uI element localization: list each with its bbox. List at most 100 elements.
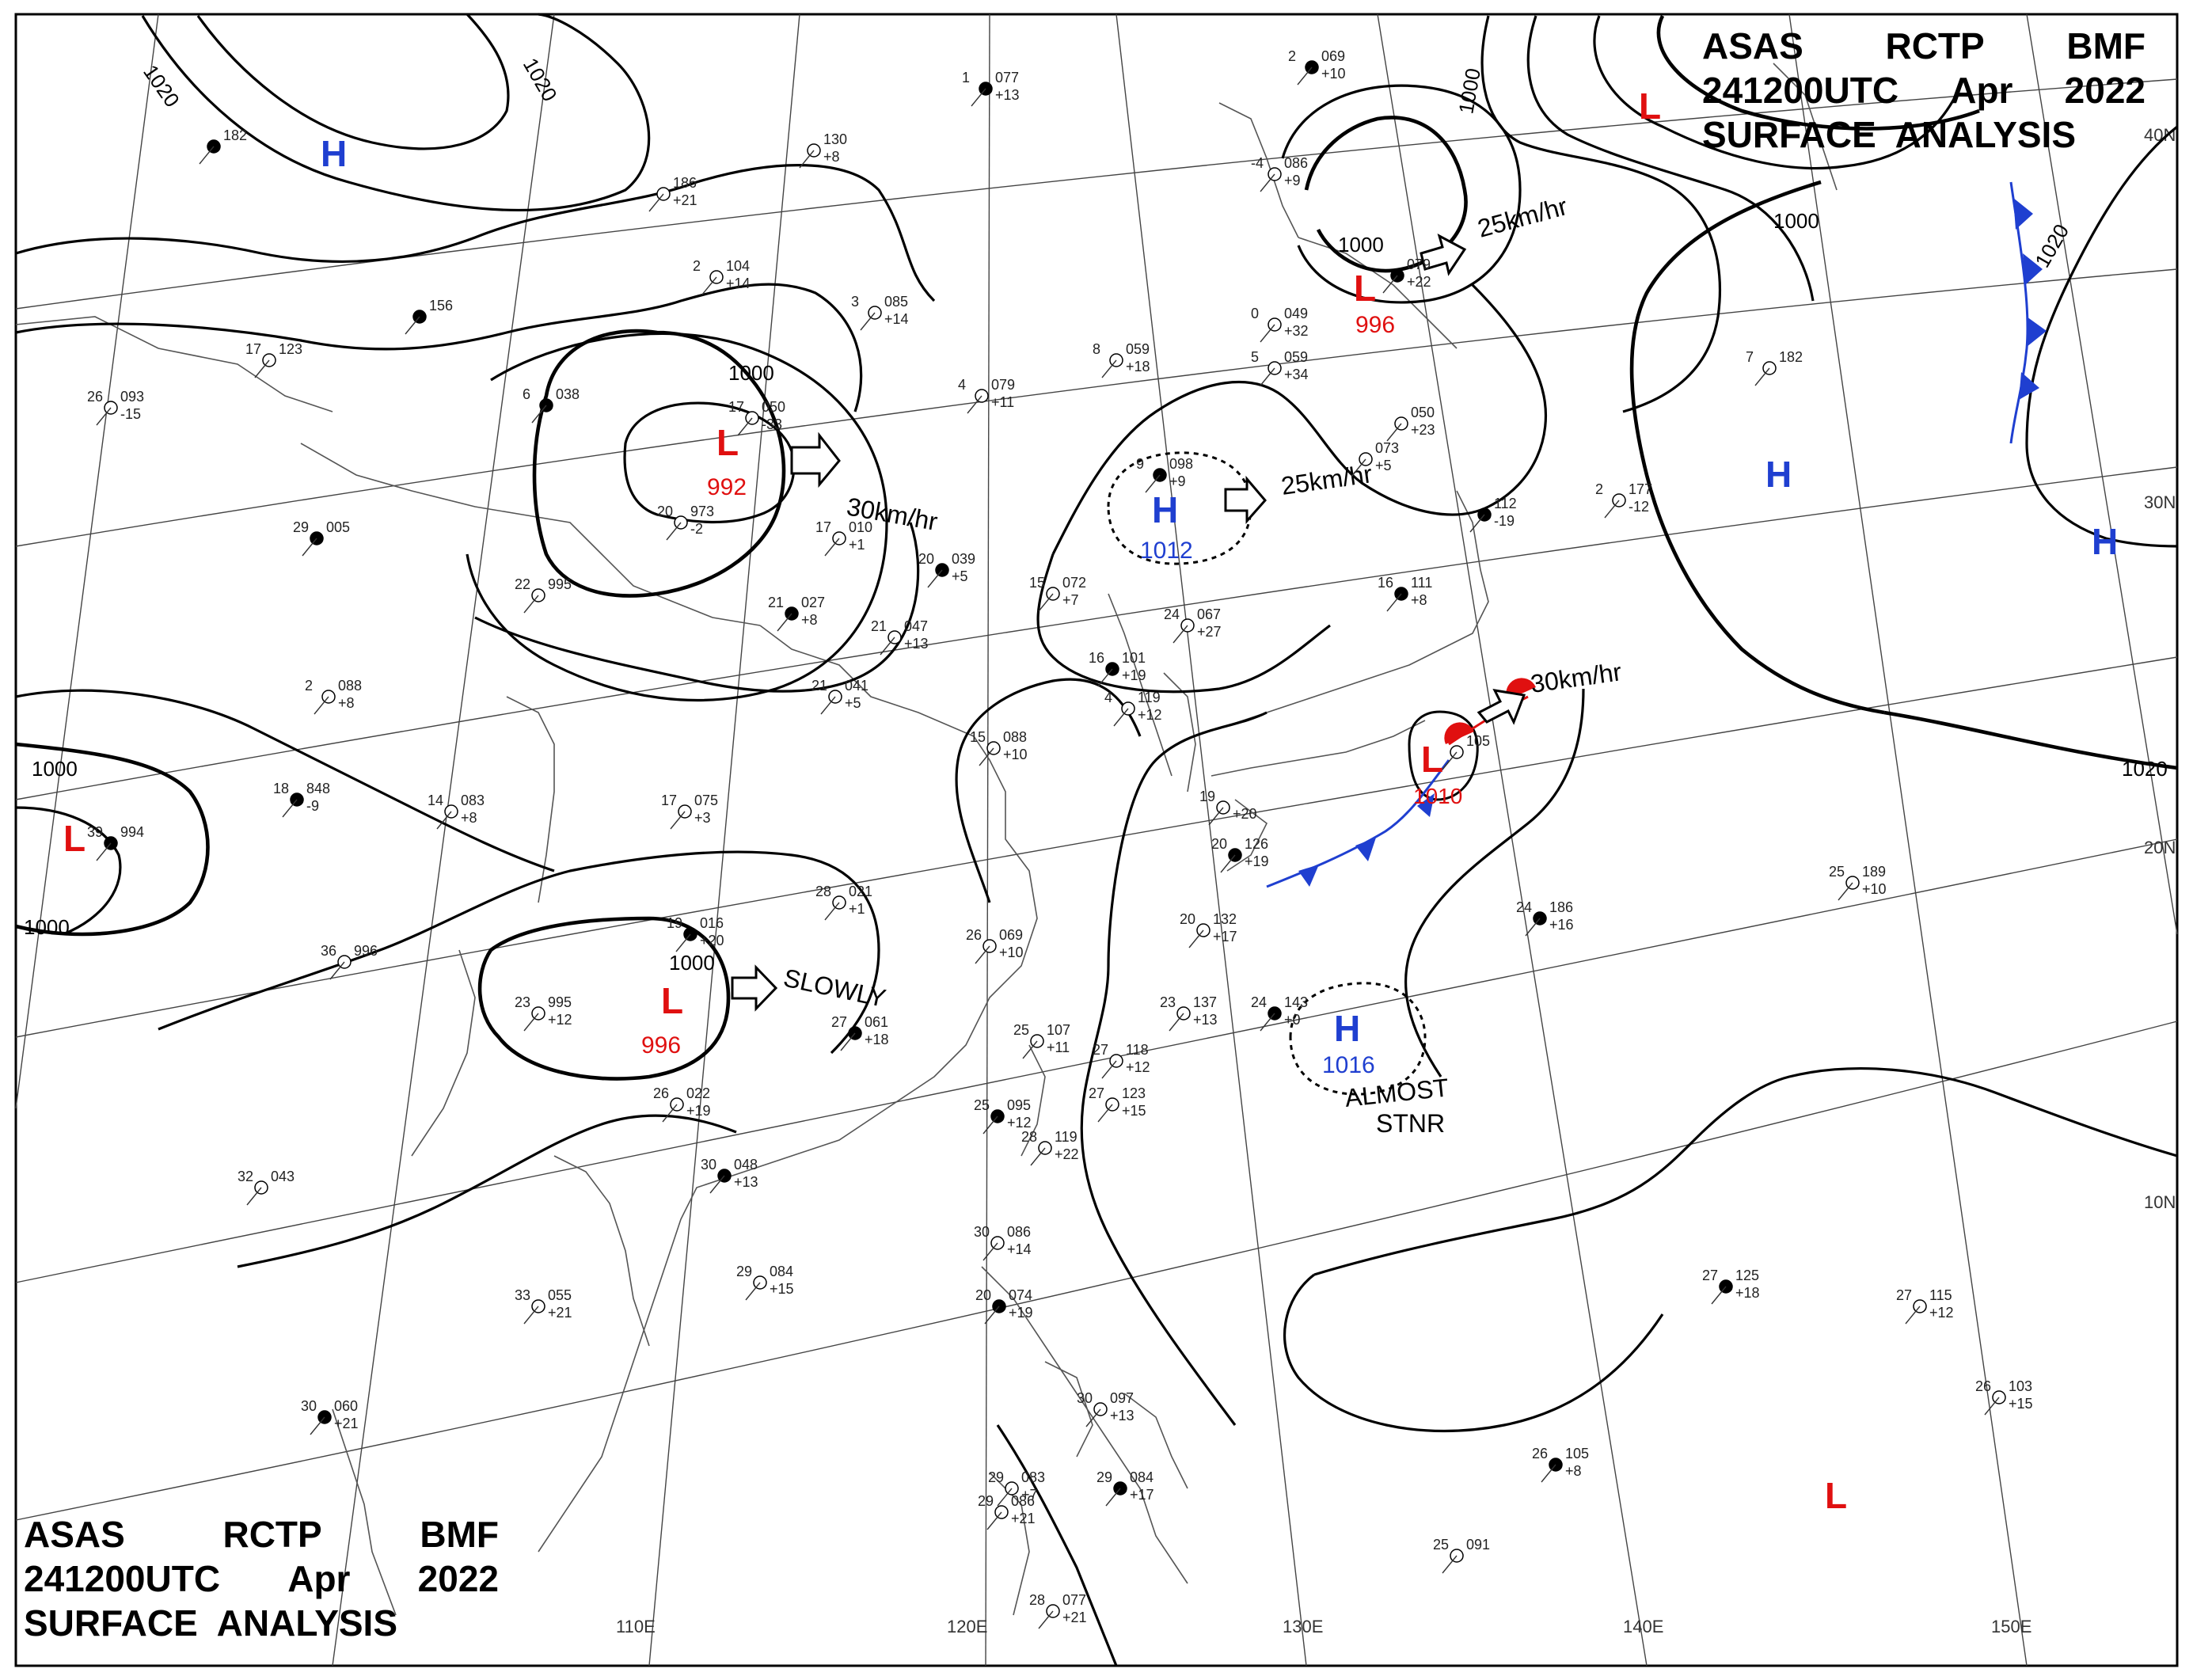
- station-tendency: -2: [690, 521, 703, 537]
- station-temperature: 30: [701, 1157, 716, 1173]
- isobar-label: 1020: [2122, 757, 2168, 781]
- station-tendency: +14: [1007, 1241, 1032, 1257]
- station-tendency: +10: [999, 945, 1024, 960]
- station-tendency: +22: [1055, 1146, 1079, 1162]
- station-temperature: 24: [1251, 994, 1267, 1010]
- station-tendency: +11: [991, 394, 1014, 410]
- wind-barb: [666, 522, 682, 541]
- station-pressure: 073: [1375, 440, 1399, 456]
- station-pressure: 055: [548, 1287, 572, 1303]
- station-plot: 29 083 +7: [988, 1469, 1045, 1507]
- station-temperature: 25: [1013, 1022, 1029, 1038]
- station-pressure: 093: [120, 389, 144, 405]
- station-temperature: 15: [1029, 575, 1045, 591]
- station-temperature: 29: [293, 519, 309, 535]
- station-plot: 27 118+12: [1093, 1042, 1150, 1079]
- wind-barb: [737, 417, 753, 436]
- high-pressure-symbol: H: [321, 133, 347, 174]
- station-tendency: +13: [1110, 1408, 1135, 1423]
- wind-barb: [199, 146, 215, 165]
- station-pressure: 111: [1411, 575, 1432, 591]
- station-temperature: 26: [87, 389, 103, 405]
- station-plot: 112-19: [1469, 496, 1517, 533]
- wind-barb: [96, 842, 112, 861]
- wind-barb: [840, 1032, 856, 1051]
- station-tendency: +10: [1862, 881, 1887, 897]
- station-pressure: 126: [1245, 836, 1268, 852]
- station-pressure: 995: [548, 576, 572, 592]
- station-tendency: +12: [1929, 1305, 1954, 1321]
- station-temperature: 20: [657, 504, 673, 519]
- high-pressure-symbol: H: [2092, 521, 2118, 562]
- station-pressure: 125: [1735, 1268, 1759, 1283]
- low-pressure-symbol: L: [1354, 268, 1376, 309]
- station-tendency: +32: [1284, 323, 1309, 339]
- station-temperature: 4: [1104, 690, 1112, 705]
- wind-barb: [745, 1282, 761, 1301]
- station-temperature: 25: [1829, 864, 1845, 880]
- header-station: RCTP: [1885, 25, 1985, 67]
- wind-barb: [1085, 1408, 1101, 1427]
- station-plot: 23 137 +13: [1160, 994, 1218, 1032]
- station-tendency: +18: [1735, 1285, 1760, 1301]
- station-pressure: 119: [1138, 690, 1161, 705]
- wind-barb: [523, 1306, 539, 1325]
- station-temperature: 1: [962, 70, 970, 86]
- station-temperature: 33: [515, 1287, 530, 1303]
- station-tendency: +0: [1284, 1012, 1301, 1028]
- wind-barb: [531, 405, 547, 424]
- station-pressure: 072: [1062, 575, 1086, 591]
- isobar-label: 1000: [1338, 233, 1384, 257]
- header-time: 241200UTC: [1702, 70, 1899, 111]
- movement-text: STNR: [1376, 1109, 1445, 1138]
- station-pressure: 105: [1466, 733, 1490, 749]
- station-plot: 30 048+13: [701, 1157, 758, 1194]
- station-tendency: +21: [334, 1416, 359, 1431]
- station-pressure: 097: [1110, 1390, 1134, 1406]
- station-plot: 20 074 +19: [975, 1287, 1033, 1325]
- isobar-label: 1000: [669, 951, 715, 975]
- map-frame: [14, 13, 2179, 1667]
- station-tendency: +15: [1122, 1103, 1146, 1119]
- station-plot: 21 027 +8: [768, 595, 825, 632]
- station-temperature: 24: [1516, 899, 1532, 915]
- header-month: Apr: [1950, 70, 2013, 111]
- station-pressure: 016: [700, 915, 724, 931]
- low-pressure-symbol: L: [1825, 1475, 1847, 1516]
- station-tendency: +34: [1284, 367, 1309, 382]
- station-temperature: 17: [661, 792, 677, 808]
- wind-barb: [670, 811, 686, 830]
- station-pressure: 091: [1466, 1537, 1490, 1553]
- wind-barb: [1208, 807, 1224, 826]
- station-tendency: +12: [1126, 1059, 1150, 1075]
- station-tendency: +16: [1549, 917, 1574, 933]
- station-temperature: 23: [1160, 994, 1176, 1010]
- station-pressure: 186: [1549, 899, 1573, 915]
- wind-barb: [1469, 514, 1485, 533]
- station-plot: 2 177 -12: [1595, 481, 1652, 519]
- station-plot: 33 055 +21: [515, 1287, 572, 1325]
- station-plot: 23 995 +12: [515, 994, 572, 1032]
- station-pressure: 083: [1021, 1469, 1045, 1485]
- lat-label-10: 10N: [2144, 1192, 2176, 1212]
- station-tendency: +8: [801, 612, 818, 628]
- low-pressure-symbol: L: [1421, 739, 1443, 780]
- station-tendency: +20: [1233, 806, 1257, 822]
- station-pressure: 048: [734, 1157, 758, 1173]
- wind-barb: [860, 312, 876, 331]
- lon-label-130: 130E: [1283, 1617, 1323, 1636]
- wind-barb: [1525, 918, 1541, 937]
- station-pressure: 189: [1862, 864, 1886, 880]
- longitude-lines: [15, 13, 2178, 1667]
- station-plot: 079+22: [1382, 257, 1431, 294]
- station-temperature: 29: [1096, 1469, 1112, 1485]
- station-tendency: +9: [1284, 173, 1301, 188]
- station-pressure: 104: [726, 258, 750, 274]
- station-plot: 26 103 +15: [1975, 1378, 2033, 1416]
- station-pressure: 186: [673, 175, 697, 191]
- station-temperature: 2: [1288, 48, 1296, 64]
- station-temperature: 20: [1180, 911, 1195, 927]
- wind-barb: [1113, 708, 1129, 727]
- station-plot: 18 848 -9: [273, 781, 330, 818]
- station-plot: 20 132 +17: [1180, 911, 1237, 948]
